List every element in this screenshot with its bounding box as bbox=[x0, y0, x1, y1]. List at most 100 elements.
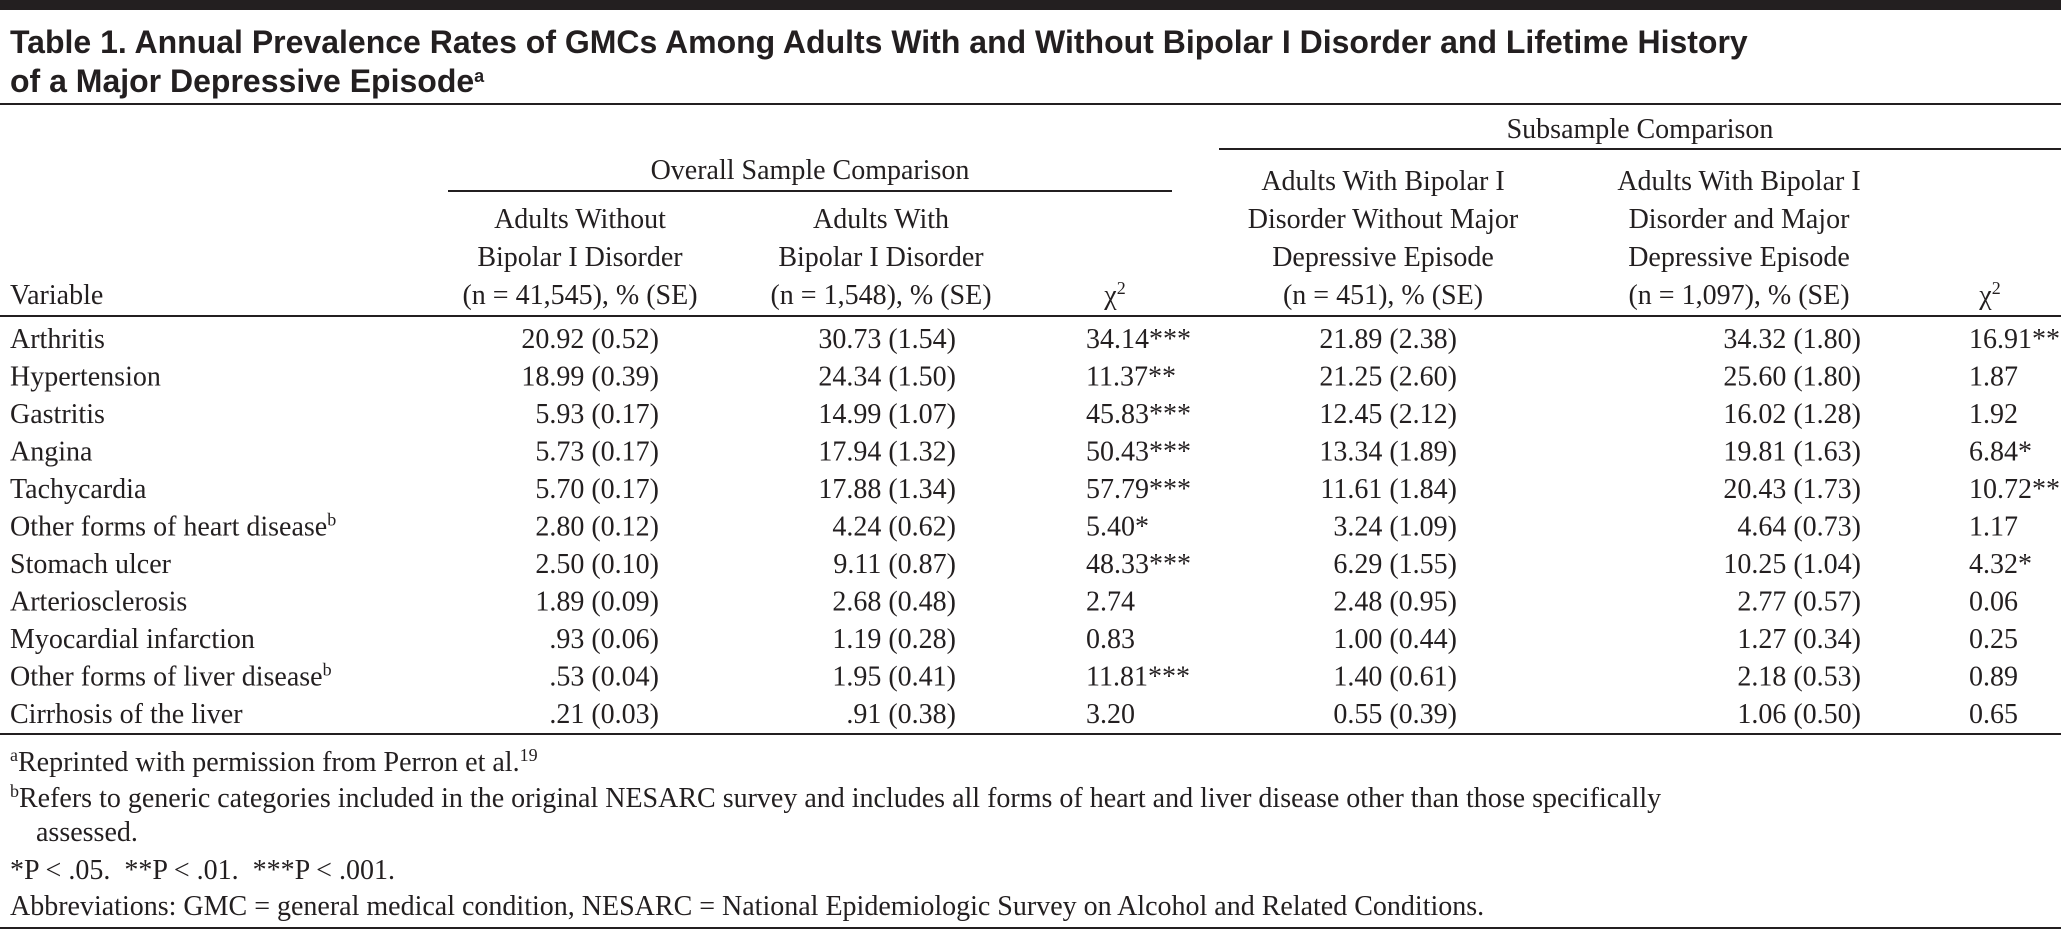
text-span: Hypertension bbox=[10, 362, 161, 393]
column-header: Adults With bbox=[813, 204, 949, 235]
table-cell: 3.20 bbox=[1086, 699, 1135, 730]
table-cell: 16.02 (1.28) bbox=[1723, 399, 1861, 430]
row-label: Arteriosclerosis bbox=[10, 587, 187, 618]
text-span: 10.72** bbox=[1969, 474, 2060, 505]
text-span: Adults Without bbox=[494, 204, 666, 235]
row-label: Cirrhosis of the liver bbox=[10, 699, 243, 730]
text-span: 11.37** bbox=[1086, 362, 1176, 393]
table-cell: 0.25 bbox=[1969, 624, 2018, 655]
table-cell: 1.00 (0.44) bbox=[1333, 624, 1457, 655]
text-span: 0.55 (0.39) bbox=[1333, 699, 1457, 730]
table-cell: 21.25 (2.60) bbox=[1319, 362, 1457, 393]
superscript: 2 bbox=[1117, 278, 1126, 298]
table-cell: 48.33*** bbox=[1086, 549, 1191, 580]
text-span: 19.81 (1.63) bbox=[1723, 437, 1861, 468]
table-cell: 34.14*** bbox=[1086, 324, 1191, 355]
text-span: Subsample Comparison bbox=[1507, 114, 1774, 145]
text-span: (n = 1,548), % (SE) bbox=[770, 280, 991, 311]
table-cell: .21 (0.03) bbox=[549, 699, 659, 730]
text-span: 5.70 (0.17) bbox=[535, 474, 659, 505]
text-span: .93 (0.06) bbox=[549, 624, 659, 655]
table-cell: 11.61 (1.84) bbox=[1320, 474, 1457, 505]
text-span: Depressive Episode bbox=[1628, 242, 1850, 273]
table-cell: 2.50 (0.10) bbox=[535, 549, 659, 580]
text-span: (n = 451), % (SE) bbox=[1283, 280, 1483, 311]
text-span: 1.27 (0.34) bbox=[1737, 624, 1861, 655]
table-cell: 2.68 (0.48) bbox=[832, 587, 956, 618]
column-header: Disorder and Major bbox=[1629, 204, 1851, 235]
text-span: 11.81*** bbox=[1086, 662, 1190, 693]
text-span: 0.83 bbox=[1086, 624, 1135, 655]
text-span: 3.24 (1.09) bbox=[1333, 512, 1457, 543]
table-cell: 17.94 (1.32) bbox=[818, 437, 956, 468]
text-span: 11.61 (1.84) bbox=[1320, 474, 1457, 505]
table-cell: 6.29 (1.55) bbox=[1333, 549, 1457, 580]
table-cell: 1.19 (0.28) bbox=[832, 624, 956, 655]
table-cell: 10.25 (1.04) bbox=[1723, 549, 1861, 580]
footnote: Abbreviations: GMC = general medical con… bbox=[10, 891, 1484, 922]
table-title: Table 1. Annual Prevalence Rates of GMCs… bbox=[10, 24, 1748, 60]
table-cell: 2.80 (0.12) bbox=[535, 512, 659, 543]
text-span: 12.45 (2.12) bbox=[1319, 399, 1457, 430]
row-label: Other forms of liver diseaseb bbox=[10, 660, 332, 693]
text-span: 45.83*** bbox=[1086, 399, 1191, 430]
text-span: Overall Sample Comparison bbox=[651, 155, 970, 186]
text-span: *P < .05. **P < .01. ***P < .001. bbox=[10, 855, 395, 886]
text-span: χ bbox=[1978, 280, 1992, 311]
text-span: assessed. bbox=[36, 817, 138, 848]
text-span: Refers to generic categories included in… bbox=[19, 783, 1661, 814]
text-span: 57.79*** bbox=[1086, 474, 1191, 505]
row-label: Stomach ulcer bbox=[10, 549, 172, 580]
row-label: Angina bbox=[10, 437, 93, 468]
text-span: 34.32 (1.80) bbox=[1723, 324, 1861, 355]
table-cell: 4.24 (0.62) bbox=[832, 512, 956, 543]
table-cell: 21.89 (2.38) bbox=[1319, 324, 1457, 355]
footnote: aReprinted with permission from Perron e… bbox=[10, 745, 538, 778]
table-cell: 0.65 bbox=[1969, 699, 2018, 730]
text-span: Table 1. Annual Prevalence Rates of GMCs… bbox=[10, 24, 1748, 60]
row-label: Arthritis bbox=[10, 324, 105, 355]
row-label: Hypertension bbox=[10, 362, 161, 393]
text-span: 6.84* bbox=[1969, 437, 2032, 468]
table-cell: 2.77 (0.57) bbox=[1737, 587, 1861, 618]
table-cell: 30.73 (1.54) bbox=[818, 324, 956, 355]
column-header: (n = 1,097), % (SE) bbox=[1628, 280, 1849, 311]
text-span: 16.91*** bbox=[1969, 324, 2061, 355]
text-span: 20.43 (1.73) bbox=[1723, 474, 1861, 505]
text-span: 0.06 bbox=[1969, 587, 2018, 618]
text-span: Angina bbox=[10, 437, 93, 468]
text-span: 20.92 (0.52) bbox=[521, 324, 659, 355]
row-label: Gastritis bbox=[10, 399, 105, 430]
table-cell: 0.55 (0.39) bbox=[1333, 699, 1457, 730]
text-span: 5.93 (0.17) bbox=[535, 399, 659, 430]
text-span: 21.25 (2.60) bbox=[1319, 362, 1457, 393]
column-header: χ2 bbox=[1103, 278, 1125, 311]
footnote: assessed. bbox=[36, 817, 138, 848]
table-cell: 2.74 bbox=[1086, 587, 1135, 618]
column-header: Bipolar I Disorder bbox=[778, 242, 984, 273]
table-cell: 9.11 (0.87) bbox=[833, 549, 956, 580]
group-header: Subsample Comparison bbox=[1507, 114, 1774, 145]
table-cell: 3.24 (1.09) bbox=[1333, 512, 1457, 543]
table-cell: .91 (0.38) bbox=[846, 699, 956, 730]
column-header: Disorder Without Major bbox=[1248, 204, 1519, 235]
table-cell: 2.18 (0.53) bbox=[1737, 662, 1861, 693]
text-span: 24.34 (1.50) bbox=[818, 362, 956, 393]
text-span: 34.14*** bbox=[1086, 324, 1191, 355]
text-span: 2.77 (0.57) bbox=[1737, 587, 1861, 618]
text-span: 16.02 (1.28) bbox=[1723, 399, 1861, 430]
text-span: Arthritis bbox=[10, 324, 105, 355]
table-cell: 1.87 bbox=[1969, 362, 2018, 393]
superscript: b bbox=[323, 660, 332, 680]
text-span: (n = 1,097), % (SE) bbox=[1628, 280, 1849, 311]
text-span: 14.99 (1.07) bbox=[818, 399, 956, 430]
table-cell: 14.99 (1.07) bbox=[818, 399, 956, 430]
text-span: 30.73 (1.54) bbox=[818, 324, 956, 355]
footnote: bRefers to generic categories included i… bbox=[10, 781, 1661, 814]
text-span: χ bbox=[1103, 280, 1117, 311]
superscript: b bbox=[10, 781, 19, 801]
superscript: 2 bbox=[1992, 278, 2001, 298]
text-span: 2.18 (0.53) bbox=[1737, 662, 1861, 693]
table-cell: .93 (0.06) bbox=[549, 624, 659, 655]
